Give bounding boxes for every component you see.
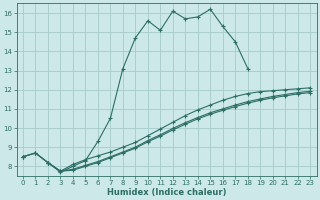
X-axis label: Humidex (Indice chaleur): Humidex (Indice chaleur) [107, 188, 226, 197]
